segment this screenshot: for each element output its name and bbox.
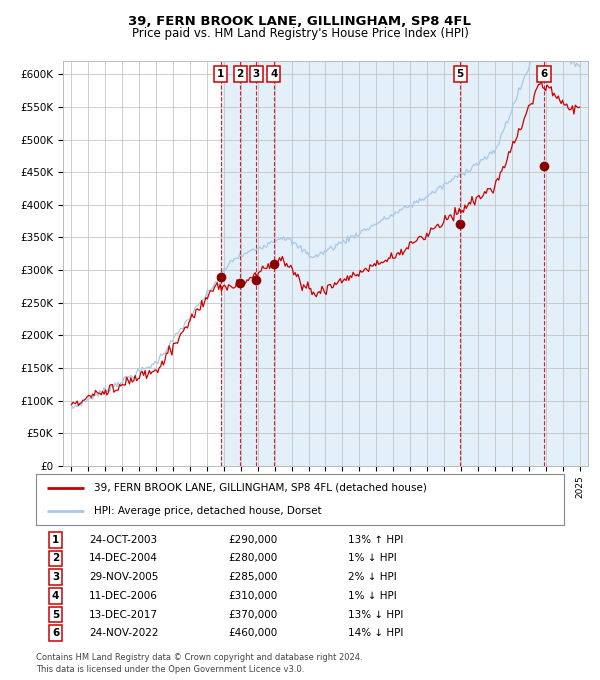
Text: 5: 5 [457,69,464,80]
Text: £310,000: £310,000 [229,591,278,601]
Text: £460,000: £460,000 [229,628,278,639]
Text: £370,000: £370,000 [229,609,278,619]
Text: 13-DEC-2017: 13-DEC-2017 [89,609,158,619]
Text: 4: 4 [52,591,59,601]
Text: £285,000: £285,000 [229,572,278,582]
Text: 1: 1 [217,69,224,80]
Text: 39, FERN BROOK LANE, GILLINGHAM, SP8 4FL (detached house): 39, FERN BROOK LANE, GILLINGHAM, SP8 4FL… [94,483,427,493]
Text: 14% ↓ HPI: 14% ↓ HPI [347,628,403,639]
Text: 4: 4 [270,69,278,80]
FancyBboxPatch shape [36,474,564,525]
Text: 1% ↓ HPI: 1% ↓ HPI [347,591,396,601]
Text: 29-NOV-2005: 29-NOV-2005 [89,572,158,582]
Text: 2: 2 [52,554,59,564]
Text: 1% ↓ HPI: 1% ↓ HPI [347,554,396,564]
Text: 24-NOV-2022: 24-NOV-2022 [89,628,158,639]
Text: 6: 6 [52,628,59,639]
Text: 3: 3 [52,572,59,582]
Text: 2: 2 [236,69,244,80]
Text: 2% ↓ HPI: 2% ↓ HPI [347,572,396,582]
Text: Contains HM Land Registry data © Crown copyright and database right 2024.: Contains HM Land Registry data © Crown c… [36,653,362,662]
Text: 1: 1 [52,534,59,545]
Text: Price paid vs. HM Land Registry's House Price Index (HPI): Price paid vs. HM Land Registry's House … [131,27,469,40]
Text: £290,000: £290,000 [229,534,278,545]
Text: 13% ↑ HPI: 13% ↑ HPI [347,534,403,545]
Text: 13% ↓ HPI: 13% ↓ HPI [347,609,403,619]
Text: 11-DEC-2006: 11-DEC-2006 [89,591,158,601]
Text: 5: 5 [52,609,59,619]
Text: 14-DEC-2004: 14-DEC-2004 [89,554,158,564]
Text: 3: 3 [253,69,260,80]
Text: 6: 6 [541,69,548,80]
Text: 39, FERN BROOK LANE, GILLINGHAM, SP8 4FL: 39, FERN BROOK LANE, GILLINGHAM, SP8 4FL [128,15,472,28]
Text: This data is licensed under the Open Government Licence v3.0.: This data is licensed under the Open Gov… [36,665,304,674]
Text: 24-OCT-2003: 24-OCT-2003 [89,534,157,545]
Text: HPI: Average price, detached house, Dorset: HPI: Average price, detached house, Dors… [94,506,322,516]
Text: £280,000: £280,000 [229,554,278,564]
Bar [221,61,588,466]
